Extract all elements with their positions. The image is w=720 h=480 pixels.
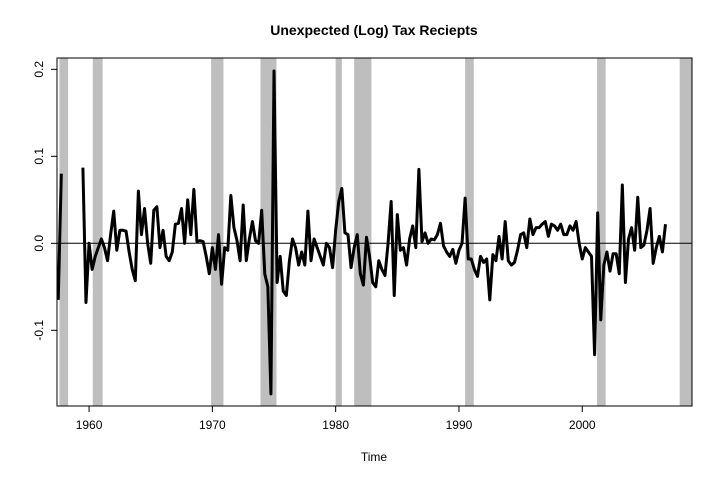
recession-band [465,58,474,406]
recession-band [354,58,372,406]
x-tick-label: 1960 [76,418,103,432]
recession-band [92,58,103,406]
y-tick-label: -0.1 [32,320,46,341]
plot-frame [56,57,693,407]
data-line [56,173,63,300]
chart-title: Unexpected (Log) Tax Reciepts [270,22,478,38]
x-tick-label: 1970 [199,418,226,432]
y-tick-label: 0.1 [32,148,46,165]
x-tick-label: 2000 [569,418,596,432]
x-axis-label: Time [361,450,388,464]
x-tick-label: 1980 [322,418,349,432]
data-line [81,69,667,396]
recession-band [335,58,342,406]
y-tick-label: 0.0 [32,235,46,252]
recession-band [679,58,692,406]
recession-band [597,58,606,406]
recession-band [59,58,69,406]
x-tick-label: 1990 [446,418,473,432]
y-tick-label: 0.2 [32,61,46,78]
recession-band [211,58,224,406]
